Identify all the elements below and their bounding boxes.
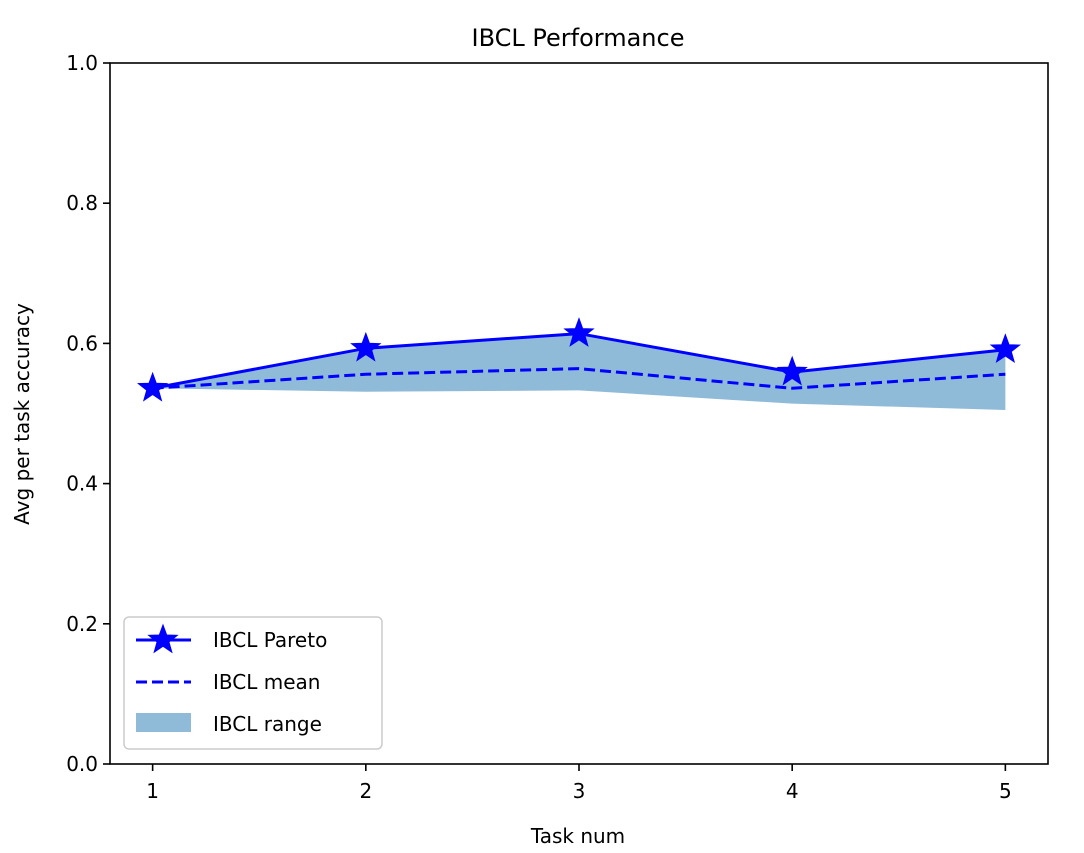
pareto-point-3: [563, 317, 595, 347]
pareto-point-1: [136, 371, 169, 402]
series-mean-line: [152, 367, 1006, 390]
axis-ticks: 1 2 3 4 5 0.0 0.2 0.4 0.6 0.8 1.0: [66, 51, 1012, 803]
y-tick-label: 0.2: [66, 612, 98, 636]
legend-label-mean: IBCL mean: [213, 670, 320, 694]
legend: IBCL Pareto IBCL mean IBCL range: [123, 616, 383, 750]
legend-range-swatch: [136, 713, 191, 732]
y-tick-label: 0.0: [66, 752, 98, 776]
legend-symbols: [136, 623, 191, 732]
x-tick-label: 1: [146, 779, 159, 803]
y-tick-label: 0.6: [66, 331, 98, 355]
pareto-point-4: [776, 355, 808, 386]
x-tick-label: 5: [999, 779, 1012, 803]
x-tick-label: 4: [786, 779, 799, 803]
x-tick-label: 3: [573, 779, 586, 803]
legend-label-range: IBCL range: [213, 712, 322, 736]
axes-frame: [109, 62, 1049, 765]
pareto-point-2: [350, 331, 382, 362]
legend-pareto-marker: [147, 623, 179, 654]
legend-label-pareto: IBCL Pareto: [213, 628, 327, 652]
y-tick-label: 1.0: [66, 51, 98, 75]
chart-title: IBCL Performance: [472, 24, 685, 52]
plot-area: [136, 317, 1022, 410]
y-tick-label: 0.8: [66, 191, 98, 215]
y-axis-label: Avg per task accuracy: [10, 303, 34, 525]
x-tick-label: 2: [359, 779, 372, 803]
x-axis-label: Task num: [530, 824, 625, 848]
pareto-point-5: [989, 333, 1022, 364]
y-tick-label: 0.4: [66, 472, 98, 496]
